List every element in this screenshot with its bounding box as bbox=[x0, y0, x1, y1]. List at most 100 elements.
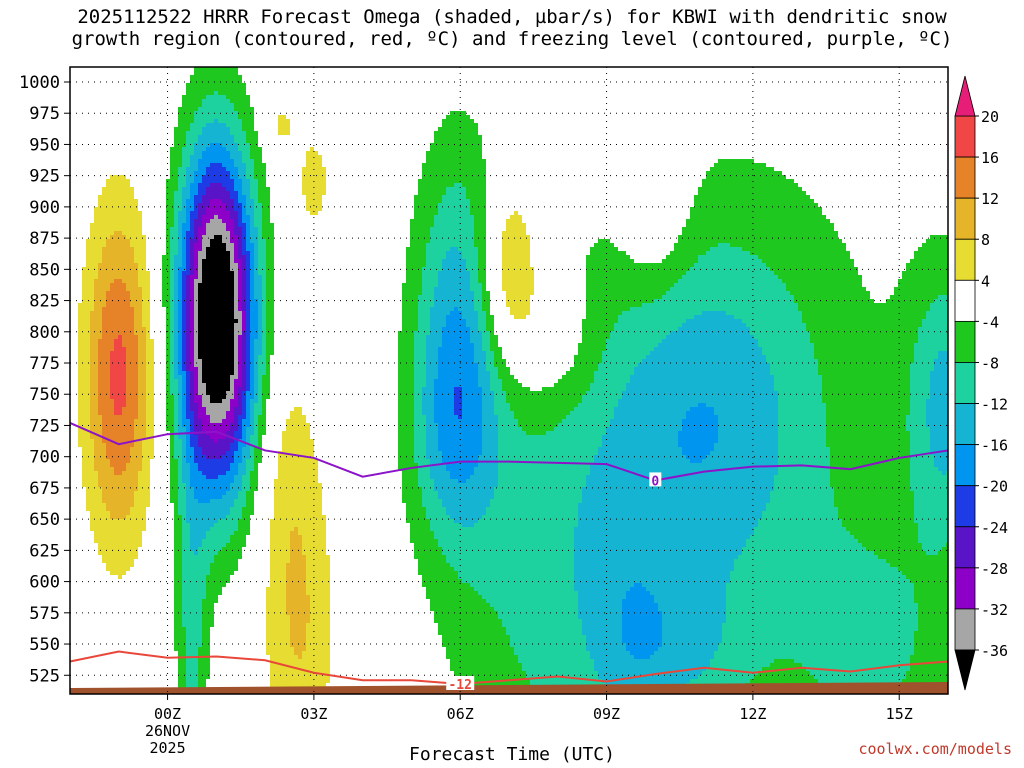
omega-cell bbox=[242, 471, 246, 475]
omega-cell bbox=[142, 499, 146, 503]
omega-cell bbox=[246, 247, 250, 251]
omega-cell bbox=[246, 271, 250, 275]
omega-cell bbox=[190, 275, 194, 279]
omega-cell bbox=[138, 411, 142, 415]
omega-cell bbox=[218, 391, 222, 395]
omega-cell bbox=[250, 187, 254, 191]
omega-cell bbox=[250, 143, 254, 147]
omega-cell bbox=[202, 139, 206, 143]
omega-cell bbox=[202, 83, 206, 87]
omega-cell bbox=[106, 235, 110, 239]
omega-cell bbox=[178, 643, 182, 647]
omega-cell bbox=[182, 467, 186, 471]
omega-cell bbox=[122, 247, 126, 251]
omega-cell bbox=[222, 131, 226, 135]
omega-cell bbox=[210, 235, 214, 239]
omega-cell bbox=[222, 459, 226, 463]
omega-cell bbox=[202, 367, 206, 371]
omega-cell bbox=[258, 431, 262, 435]
omega-cell bbox=[202, 155, 206, 159]
omega-cell bbox=[242, 167, 246, 171]
omega-cell bbox=[86, 323, 90, 327]
omega-cell bbox=[270, 563, 274, 567]
omega-cell bbox=[170, 359, 174, 363]
omega-cell bbox=[186, 407, 190, 411]
omega-cell bbox=[114, 371, 118, 375]
omega-cell bbox=[106, 335, 110, 339]
omega-cell bbox=[126, 187, 130, 191]
omega-cell bbox=[234, 327, 238, 331]
omega-cell bbox=[182, 259, 186, 263]
omega-cell bbox=[194, 483, 198, 487]
omega-cell bbox=[254, 203, 258, 207]
omega-cell bbox=[146, 403, 150, 407]
omega-cell bbox=[194, 555, 198, 559]
omega-cell bbox=[206, 91, 210, 95]
omega-cell bbox=[206, 375, 210, 379]
omega-cell bbox=[222, 371, 226, 375]
omega-cell bbox=[198, 639, 202, 643]
omega-cell bbox=[86, 371, 90, 375]
omega-cell bbox=[206, 619, 210, 623]
omega-cell bbox=[198, 67, 202, 71]
omega-cell bbox=[194, 263, 198, 267]
omega-cell bbox=[202, 535, 206, 539]
omega-cell bbox=[142, 423, 146, 427]
omega-cell bbox=[118, 547, 122, 551]
omega-cell bbox=[194, 371, 198, 375]
omega-cell bbox=[122, 463, 126, 467]
omega-cell bbox=[246, 283, 250, 287]
omega-cell bbox=[282, 531, 286, 535]
omega-cell bbox=[90, 315, 94, 319]
omega-cell bbox=[266, 275, 270, 279]
omega-cell bbox=[194, 311, 198, 315]
omega-cell bbox=[186, 315, 190, 319]
omega-cell bbox=[114, 195, 118, 199]
omega-cell bbox=[106, 247, 110, 251]
omega-cell bbox=[198, 495, 202, 499]
omega-cell bbox=[82, 335, 86, 339]
omega-cell bbox=[206, 287, 210, 291]
omega-cell bbox=[270, 535, 274, 539]
omega-cell bbox=[130, 419, 134, 423]
omega-cell bbox=[266, 307, 270, 311]
omega-cell bbox=[106, 471, 110, 475]
omega-cell bbox=[86, 291, 90, 295]
omega-cell bbox=[282, 551, 286, 555]
omega-cell bbox=[150, 455, 154, 459]
omega-cell bbox=[242, 147, 246, 151]
omega-cell bbox=[82, 267, 86, 271]
omega-cell bbox=[262, 407, 266, 411]
omega-cell bbox=[202, 287, 206, 291]
omega-cell bbox=[178, 607, 182, 611]
omega-cell bbox=[234, 447, 238, 451]
omega-cell bbox=[234, 115, 238, 119]
omega-cell bbox=[150, 443, 154, 447]
omega-cell bbox=[178, 611, 182, 615]
omega-cell bbox=[78, 367, 82, 371]
omega-cell bbox=[110, 479, 114, 483]
omega-cell bbox=[262, 415, 266, 419]
omega-cell bbox=[270, 619, 274, 623]
omega-cell bbox=[230, 359, 234, 363]
omega-cell bbox=[230, 239, 234, 243]
omega-cell bbox=[262, 359, 266, 363]
omega-cell bbox=[178, 639, 182, 643]
omega-cell bbox=[218, 315, 222, 319]
omega-cell bbox=[98, 283, 102, 287]
omega-cell bbox=[242, 199, 246, 203]
omega-cell bbox=[174, 535, 178, 539]
omega-cell bbox=[202, 319, 206, 323]
omega-cell bbox=[110, 335, 114, 339]
omega-cell bbox=[114, 263, 118, 267]
omega-cell bbox=[110, 415, 114, 419]
omega-cell bbox=[242, 447, 246, 451]
omega-cell bbox=[242, 519, 246, 523]
omega-cell bbox=[118, 375, 122, 379]
omega-cell bbox=[174, 211, 178, 215]
omega-cell bbox=[146, 311, 150, 315]
omega-cell bbox=[182, 495, 186, 499]
omega-cell bbox=[174, 595, 178, 599]
omega-cell bbox=[186, 247, 190, 251]
omega-cell bbox=[262, 203, 266, 207]
